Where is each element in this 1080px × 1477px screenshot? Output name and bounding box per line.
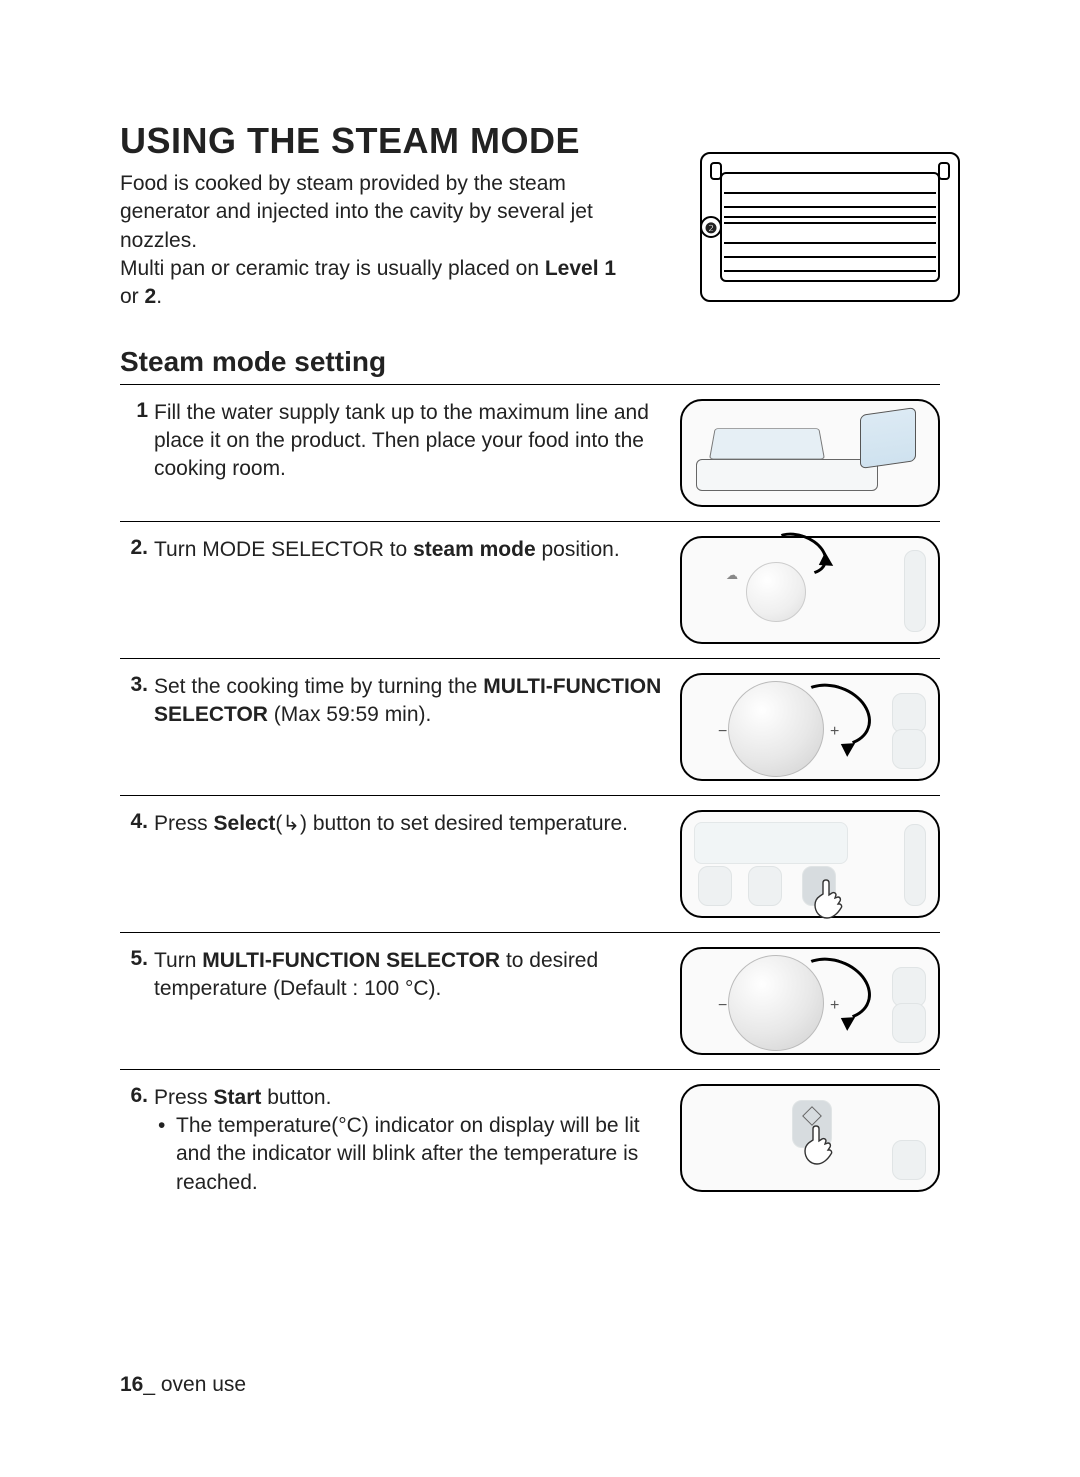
panel-button-icon [698, 866, 732, 906]
step-number: 3. [120, 673, 154, 697]
display-panel-icon [694, 822, 848, 864]
water-tank-icon [860, 407, 916, 469]
step-number: 4. [120, 810, 154, 834]
step-number: 2. [120, 536, 154, 560]
step-text-bold: steam mode [413, 538, 536, 561]
side-button-icon [892, 1003, 926, 1043]
start-press-illustration [680, 1084, 940, 1192]
step-text-post: ) button to set desired temperature. [300, 812, 628, 835]
step-row: 2. Turn MODE SELECTOR to steam mode posi… [120, 522, 940, 659]
side-button-icon [892, 967, 926, 1007]
step-number: 6. [120, 1084, 154, 1108]
water-tank-illustration [680, 399, 940, 507]
oven-rail-icon [724, 256, 936, 258]
side-button-icon [892, 693, 926, 733]
intro-level2: 2 [145, 285, 157, 308]
side-buttons-icon [904, 824, 926, 906]
hand-press-icon [808, 876, 848, 922]
step-text-post: position. [536, 538, 620, 561]
steps-list: 1 Fill the water supply tank up to the m… [120, 385, 940, 1211]
step-row: 4. Press Select(↳) button to set desired… [120, 796, 940, 933]
step-text: Turn MODE SELECTOR to steam mode positio… [154, 536, 680, 564]
step-text: Press Select(↳) button to set desired te… [154, 810, 680, 838]
hand-press-icon [798, 1122, 838, 1168]
oven-rail-icon [724, 206, 936, 208]
step-row: 3. Set the cooking time by turning the M… [120, 659, 940, 796]
intro-line2-mid: or [120, 285, 145, 308]
step-row: 5. Turn MULTI-FUNCTION SELECTOR to desir… [120, 933, 940, 1070]
oven-cavity-illustration: ❷ [700, 152, 960, 302]
intro-paragraph: Food is cooked by steam provided by the … [120, 170, 640, 312]
side-buttons-icon [904, 550, 926, 632]
intro-level1: Level 1 [545, 257, 616, 280]
step-text-pre: Press [154, 1086, 214, 1109]
side-button-icon [892, 1140, 926, 1180]
page-footer: 16_ oven use [120, 1373, 246, 1397]
step-text-pre: Turn [154, 949, 202, 972]
tank-tray-icon [696, 459, 878, 491]
side-button-icon [892, 729, 926, 769]
select-glyph-icon: ↳ [282, 812, 300, 835]
step-text-bold: Select [214, 812, 276, 835]
minus-icon: − [718, 997, 727, 1015]
oven-rack-icon [724, 216, 936, 224]
step-text: Fill the water supply tank up to the max… [154, 399, 680, 484]
step-text-pre: Set the cooking time by turning the [154, 675, 483, 698]
multifunction-dial-illustration: − + [680, 947, 940, 1055]
step-row: 6. Press Start button. The temperature(°… [120, 1070, 940, 1211]
step-number: 5. [120, 947, 154, 971]
step-text: Set the cooking time by turning the MULT… [154, 673, 680, 730]
minus-icon: − [718, 723, 727, 741]
step-text-bold: MULTI-FUNCTION SELECTOR [202, 949, 500, 972]
mode-selector-illustration: ☁ [680, 536, 940, 644]
footer-underscore: _ [143, 1373, 161, 1396]
panel-button-icon [748, 866, 782, 906]
step-bullet: The temperature(°C) indicator on display… [154, 1112, 668, 1197]
steam-icon: ☁ [726, 568, 738, 582]
multifunction-dial-illustration: − + [680, 673, 940, 781]
oven-rail-icon [724, 242, 936, 244]
intro-line1: Food is cooked by steam provided by the … [120, 172, 593, 252]
select-press-illustration [680, 810, 940, 918]
oven-inner-cavity-icon [720, 172, 940, 282]
step-number: 1 [120, 399, 154, 423]
subheading: Steam mode setting [120, 346, 940, 385]
footer-section-name: oven use [161, 1373, 246, 1396]
step-text-pre: Press [154, 812, 214, 835]
tray-top-icon [709, 428, 825, 459]
oven-rail-icon [724, 192, 936, 194]
intro-line2-pre: Multi pan or ceramic tray is usually pla… [120, 257, 545, 280]
step-text: Press Start button. The temperature(°C) … [154, 1084, 680, 1197]
step-row: 1 Fill the water supply tank up to the m… [120, 385, 940, 522]
footer-page-number: 16 [120, 1373, 143, 1396]
oven-level-badge: ❷ [700, 216, 722, 238]
oven-rail-icon [724, 270, 936, 272]
step-text-bold: Start [214, 1086, 262, 1109]
step-text: Turn MULTI-FUNCTION SELECTOR to desired … [154, 947, 680, 1004]
step-text-post: (Max 59:59 min). [268, 703, 431, 726]
intro-line2-post: . [156, 285, 162, 308]
step-text-pre: Turn MODE SELECTOR to [154, 538, 413, 561]
step-text-post: button. [261, 1086, 331, 1109]
